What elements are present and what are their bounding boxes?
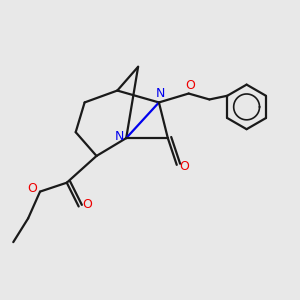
Text: N: N [156,87,165,100]
Text: O: O [82,199,92,212]
Text: O: O [27,182,37,195]
Text: O: O [185,79,195,92]
Text: N: N [115,130,124,143]
Text: O: O [179,160,189,173]
